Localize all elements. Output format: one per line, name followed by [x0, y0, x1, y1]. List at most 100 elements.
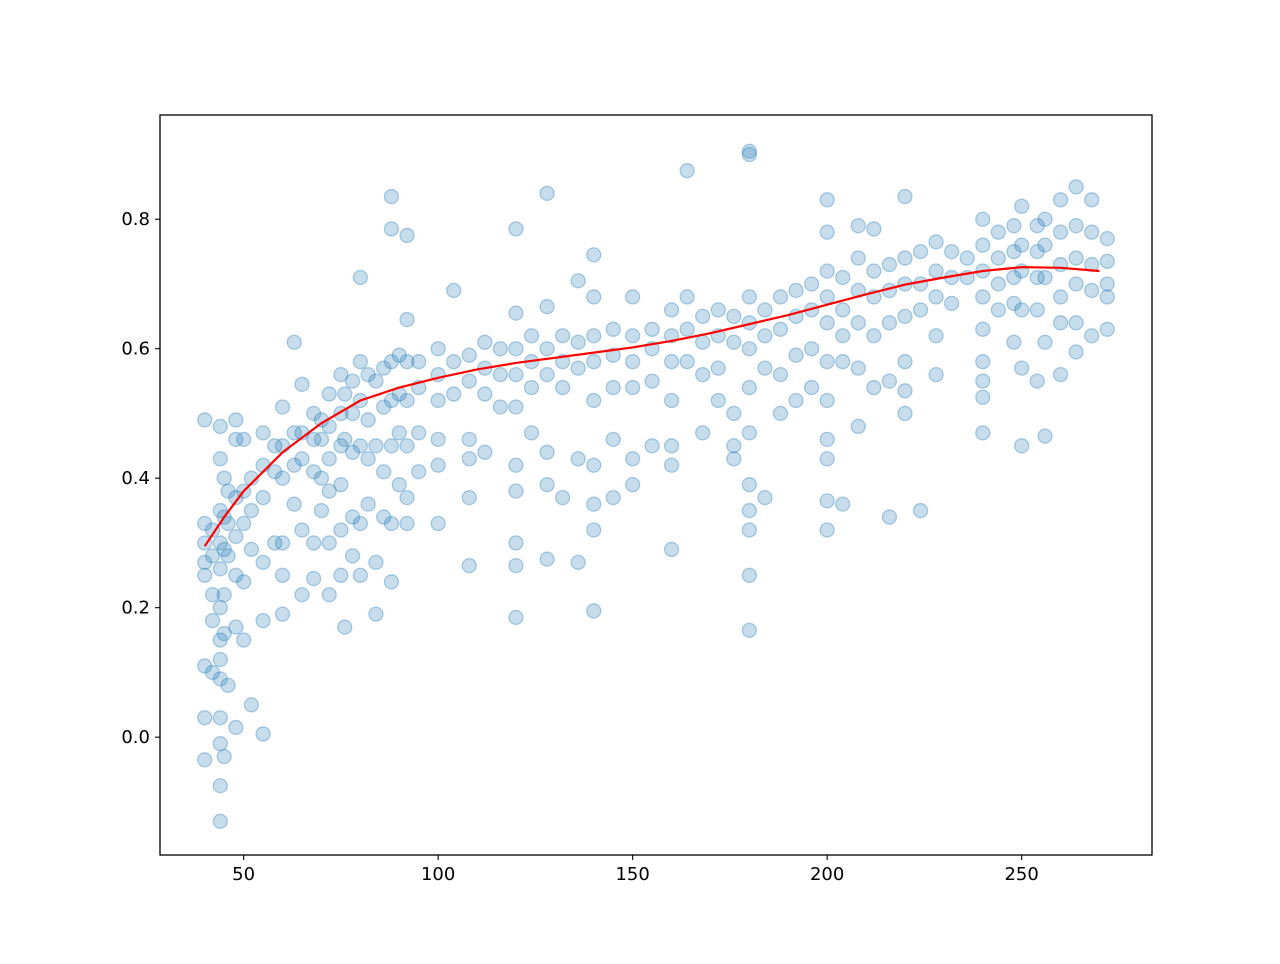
scatter-point [1068, 344, 1084, 360]
scatter-point [928, 263, 944, 279]
scatter-point [850, 315, 866, 331]
scatter-point [944, 295, 960, 312]
scatter-point [228, 619, 244, 635]
scatter-point [975, 289, 991, 305]
scatter-point [228, 489, 244, 506]
scatter-point [741, 143, 758, 159]
scatter-point [212, 632, 228, 648]
scatter-point [212, 451, 228, 467]
scatter-point [212, 671, 228, 687]
scatter-point [243, 541, 260, 558]
scatter-point [726, 308, 742, 324]
scatter-point [399, 354, 415, 370]
scatter-point [255, 612, 271, 629]
scatter-point [212, 535, 228, 551]
scatter-point [212, 561, 228, 577]
scatter-point [344, 373, 361, 389]
scatter-point [508, 483, 524, 499]
scatter-point [897, 308, 913, 324]
scatter-point [360, 496, 376, 512]
plot-area [197, 143, 1115, 829]
scatter-point [819, 192, 835, 208]
scatter-point [586, 289, 602, 305]
scatter-point [212, 502, 228, 519]
scatter-point [294, 376, 310, 392]
scatter-point [605, 321, 621, 337]
scatter-point [912, 243, 929, 260]
scatter-point [990, 302, 1006, 318]
scatter-point [1084, 224, 1100, 240]
scatter-point [461, 451, 477, 467]
scatter-point [267, 535, 283, 551]
scatter-point [383, 574, 400, 590]
scatter-point [391, 425, 407, 441]
scatter-point [897, 250, 913, 266]
scatter-point [321, 483, 337, 499]
scatter-point [539, 298, 555, 315]
scatter-point [286, 334, 302, 350]
scatter-point [605, 431, 621, 448]
scatter-point [1029, 243, 1045, 260]
scatter-point [835, 496, 851, 512]
scatter-point [741, 567, 758, 583]
scatter-point [430, 392, 446, 409]
scatter-point [306, 405, 322, 422]
scatter-point [294, 522, 310, 538]
scatter-point [220, 483, 236, 499]
scatter-point [197, 752, 213, 768]
scatter-point [1052, 256, 1069, 273]
scatter-point [866, 328, 882, 344]
scatter-point [399, 227, 415, 244]
scatter-point [523, 379, 540, 396]
scatter-point [586, 354, 602, 370]
scatter-point [679, 354, 695, 370]
scatter-point [1084, 192, 1100, 208]
scatter-point [477, 444, 493, 460]
scatter-point [333, 366, 349, 383]
scatter-point [368, 606, 384, 622]
scatter-point [819, 289, 835, 305]
scatter-point [625, 289, 641, 305]
scatter-point [228, 412, 244, 428]
scatter-point [274, 606, 291, 622]
scatter-point [243, 502, 260, 519]
scatter-point [695, 366, 711, 383]
scatter-point [508, 535, 524, 551]
scatter-point [1052, 289, 1069, 305]
scatter-point [216, 625, 232, 642]
scatter-point [306, 535, 322, 551]
scatter-point [912, 502, 929, 519]
scatter-point [1014, 302, 1030, 318]
scatter-point [212, 651, 228, 668]
scatter-point [243, 470, 260, 486]
scatter-point [897, 383, 913, 399]
scatter-point [1052, 192, 1069, 208]
scatter-point [850, 218, 866, 234]
scatter-point [539, 444, 555, 460]
scatter-point [959, 250, 975, 266]
scatter-point [212, 600, 228, 616]
scatter-point [788, 347, 804, 363]
scatter-point [975, 354, 991, 370]
scatter-point [835, 302, 851, 318]
scatter-point [461, 431, 477, 448]
scatter-point [1029, 302, 1045, 318]
scatter-point [274, 535, 291, 551]
scatter-point [368, 438, 384, 454]
scatter-point [586, 247, 602, 263]
scatter-point [866, 263, 882, 279]
scatter-point [492, 399, 509, 415]
scatter-point [928, 366, 944, 383]
scatter-point [1006, 218, 1022, 234]
scatter-point [461, 557, 477, 574]
scatter-point [586, 603, 602, 619]
scatter-point [216, 748, 232, 765]
scatter-point [897, 188, 913, 205]
scatter-point [430, 457, 446, 473]
scatter-point [313, 502, 330, 519]
scatter-point [741, 425, 758, 441]
scatter-point [757, 489, 773, 506]
scatter-point [881, 373, 898, 389]
scatter-point [220, 677, 236, 694]
scatter-point [539, 185, 555, 201]
